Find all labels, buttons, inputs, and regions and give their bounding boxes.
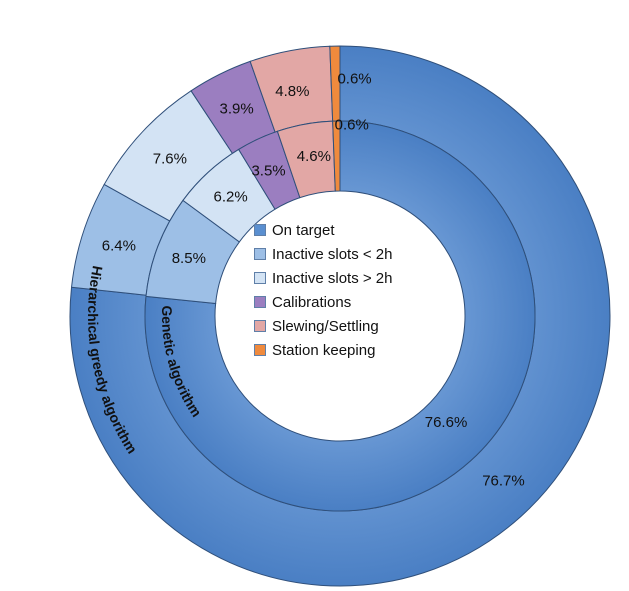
legend-label: Station keeping bbox=[272, 341, 376, 359]
rings-group bbox=[69, 45, 611, 587]
outer-ring-label-on-target: 76.7% bbox=[482, 473, 525, 490]
legend-label: Slewing/Settling bbox=[272, 317, 379, 335]
legend-swatch bbox=[254, 224, 266, 236]
legend-swatch bbox=[254, 344, 266, 356]
legend-swatch bbox=[254, 248, 266, 260]
legend-item-inactive-slots-2h: Inactive slots < 2h bbox=[254, 242, 454, 266]
outer-ring-label-slewing-settling: 4.8% bbox=[275, 83, 309, 100]
inner-ring-label-calibrations: 3.5% bbox=[251, 163, 285, 180]
legend-item-calibrations: Calibrations bbox=[254, 290, 454, 314]
legend-label: Inactive slots > 2h bbox=[272, 269, 393, 287]
inner-ring-slice-on-target bbox=[144, 120, 536, 512]
inner-ring-label-inactive-slots-2h: 8.5% bbox=[172, 250, 206, 267]
legend-item-slewing-settling: Slewing/Settling bbox=[254, 314, 454, 338]
legend-label: On target bbox=[272, 221, 335, 239]
inner-ring-label-on-target: 76.6% bbox=[425, 414, 468, 431]
legend-item-station-keeping: Station keeping bbox=[254, 338, 454, 362]
inner-ring-slice-station-keeping bbox=[332, 120, 341, 192]
inner-ring-label-inactive-slots-2h: 6.2% bbox=[213, 189, 247, 206]
outer-ring-label-calibrations: 3.9% bbox=[220, 100, 254, 117]
legend-swatch bbox=[254, 272, 266, 284]
value-labels-group: 76.7% 6.4% 7.6% 3.9% 4.8% 0.6% 76.6% 8.5% 6.2%3.… bbox=[102, 70, 525, 489]
outer-ring-label-inactive-slots-2h: 6.4% bbox=[102, 238, 136, 255]
outer-ring-label-inactive-slots-2h: 7.6% bbox=[153, 150, 187, 167]
legend-label: Calibrations bbox=[272, 293, 352, 311]
outer-ring-label-station-keeping: 0.6% bbox=[337, 70, 371, 87]
legend-item-on-target: On target bbox=[254, 218, 454, 242]
legend: On target Inactive slots < 2h Inactive slo… bbox=[254, 218, 454, 362]
inner-ring-label-slewing-settling: 4.6% bbox=[297, 148, 331, 165]
inner-ring-label-station-keeping: 0.6% bbox=[335, 116, 369, 133]
legend-item-inactive-slots-2h: Inactive slots > 2h bbox=[254, 266, 454, 290]
legend-swatch bbox=[254, 296, 266, 308]
legend-label: Inactive slots < 2h bbox=[272, 245, 393, 263]
legend-swatch bbox=[254, 320, 266, 332]
